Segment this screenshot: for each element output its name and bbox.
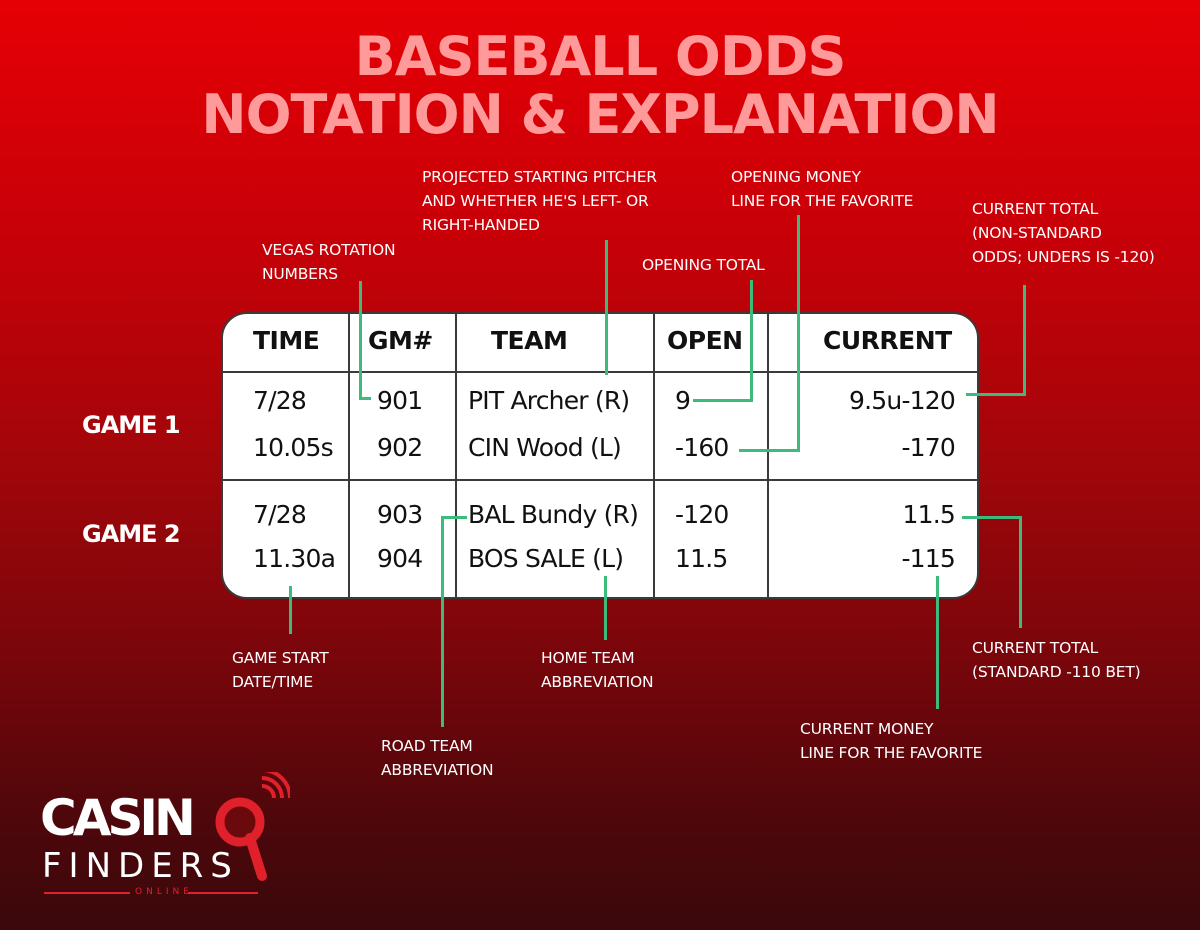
cell-current: 9.5u-120: [849, 386, 956, 415]
cell-open: 11.5: [675, 544, 728, 573]
game-divider: [223, 479, 977, 481]
page-title: BASEBALL ODDS NOTATION & EXPLANATION: [0, 28, 1200, 144]
cell-open: -120: [675, 500, 729, 529]
column-divider: [653, 314, 655, 597]
annotation-current-money-line: CURRENT MONEY LINE FOR THE FAVORITE: [800, 720, 983, 762]
annotation-opening-money-line: OPENING MONEY LINE FOR THE FAVORITE: [731, 168, 914, 210]
annotation-road-team: ROAD TEAM ABBREVIATION: [381, 737, 494, 779]
logo-tagline: ONLINE: [135, 887, 193, 897]
annotation-rotation-numbers: VEGAS ROTATION NUMBERS: [262, 241, 396, 283]
column-divider: [348, 314, 350, 597]
odds-table: TIME GM# TEAM OPEN CURRENT 7/28 901 PIT …: [221, 312, 979, 599]
cell-team: BOS SALE (L): [468, 544, 624, 573]
title-line-2: NOTATION & EXPLANATION: [201, 83, 999, 146]
magnifier-signal-icon: [215, 772, 290, 881]
game-2-label: GAME 2: [82, 520, 181, 548]
header-divider: [223, 371, 977, 373]
cell-open: 9: [675, 386, 691, 415]
cell-time: 7/28: [253, 500, 307, 529]
annotation-opening-total: OPENING TOTAL: [642, 256, 765, 274]
cell-game-number: 902: [377, 433, 423, 462]
header-team: TEAM: [491, 326, 568, 355]
cell-team: BAL Bundy (R): [468, 500, 639, 529]
cell-open: -160: [675, 433, 729, 462]
annotation-home-team: HOME TEAM ABBREVIATION: [541, 649, 654, 691]
title-line-1: BASEBALL ODDS: [354, 25, 847, 88]
annotation-pitcher: PROJECTED STARTING PITCHER AND WHETHER H…: [422, 168, 657, 234]
cell-current: -115: [901, 544, 955, 573]
cell-game-number: 901: [377, 386, 423, 415]
game-1-label: GAME 1: [82, 411, 181, 439]
annotation-current-total-nonstandard: CURRENT TOTAL (NON-STANDARD ODDS; UNDERS…: [972, 200, 1155, 266]
cell-current: -170: [901, 433, 955, 462]
header-current: CURRENT: [823, 326, 952, 355]
logo-divider: [188, 892, 258, 894]
casino-finders-logo: CASIN FINDERS ONLINE: [40, 772, 290, 900]
annotation-current-total-standard: CURRENT TOTAL (STANDARD -110 BET): [972, 639, 1141, 681]
cell-time: 7/28: [253, 386, 307, 415]
cell-current: 11.5: [902, 500, 956, 529]
header-open: OPEN: [667, 326, 743, 355]
cell-team: PIT Archer (R): [468, 386, 630, 415]
header-time: TIME: [253, 326, 320, 355]
cell-game-number: 903: [377, 500, 423, 529]
column-divider: [455, 314, 457, 597]
annotation-game-start: GAME START DATE/TIME: [232, 649, 329, 691]
logo-brand-bottom: FINDERS: [42, 846, 239, 886]
cell-time: 10.05s: [253, 433, 334, 462]
logo-divider: [44, 892, 130, 894]
cell-time: 11.30a: [253, 544, 336, 573]
logo-brand-top: CASIN: [40, 789, 196, 847]
cell-team: CIN Wood (L): [468, 433, 622, 462]
column-divider: [767, 314, 769, 597]
header-game-number: GM#: [368, 326, 433, 355]
cell-game-number: 904: [377, 544, 423, 573]
